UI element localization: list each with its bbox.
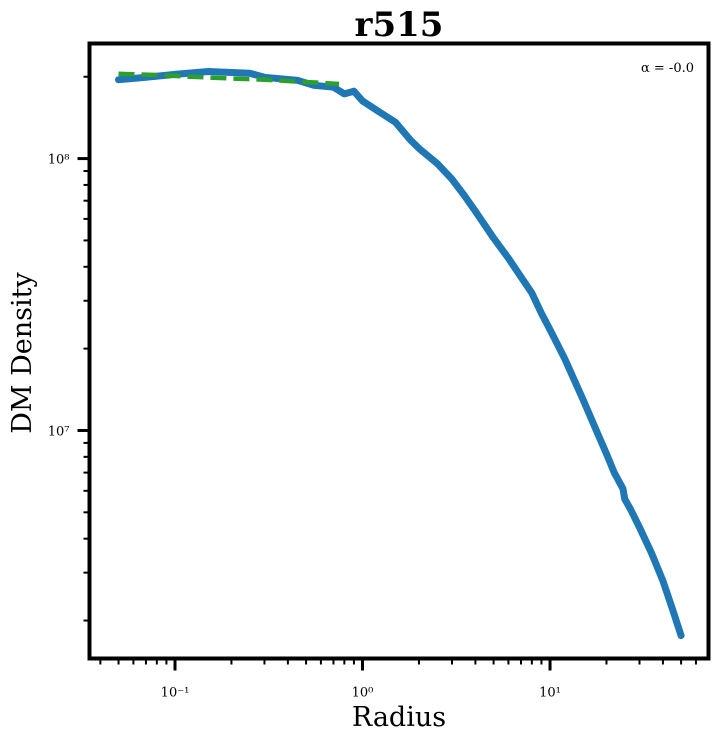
- chart-title: r515: [355, 5, 444, 45]
- data-point: [669, 606, 676, 613]
- data-point: [407, 137, 414, 143]
- data-point: [580, 396, 586, 403]
- data-point: [678, 632, 685, 639]
- data-point: [461, 192, 468, 199]
- data-point: [621, 495, 628, 502]
- data-point: [294, 77, 301, 84]
- data-point: [518, 273, 524, 280]
- data-point: [392, 119, 399, 126]
- data-point: [611, 469, 618, 476]
- series-layer: [115, 68, 685, 640]
- alpha-annotation: α = -0.0: [641, 61, 694, 76]
- data-point: [115, 76, 122, 83]
- data-point: [528, 290, 535, 297]
- data-point: [561, 356, 568, 363]
- x-tick-label: 10¹: [539, 686, 561, 701]
- density-profile-line: [115, 68, 685, 640]
- data-point: [620, 485, 626, 492]
- data-point: [434, 160, 441, 167]
- plot-frame: [87, 41, 711, 661]
- data-point: [603, 450, 610, 457]
- data-point: [636, 524, 643, 531]
- data-point: [350, 88, 357, 95]
- data-point: [374, 107, 381, 114]
- data-point: [659, 577, 666, 584]
- data-point: [416, 145, 422, 152]
- data-point: [505, 255, 512, 262]
- data-point: [472, 208, 479, 215]
- data-point: [627, 507, 634, 513]
- data-point: [547, 326, 553, 333]
- data-point: [359, 97, 366, 104]
- y-axis-label: DM Density: [7, 272, 38, 434]
- x-tick-label: 10⁰: [352, 686, 374, 701]
- y-tick-label: 10⁸: [48, 153, 70, 168]
- data-point: [490, 235, 497, 242]
- x-tick-label: 10⁻¹: [161, 686, 190, 701]
- tick-layer: 10⁻¹ 10⁰ 10¹ 10⁷ 10⁸: [48, 75, 697, 701]
- data-point: [594, 431, 601, 438]
- y-tick-label: 10⁷: [48, 424, 70, 439]
- fit-line-dashed: [118, 71, 340, 87]
- data-point: [246, 70, 253, 77]
- data-point: [649, 551, 656, 558]
- x-axis-label: Radius: [352, 702, 446, 733]
- data-point: [205, 68, 211, 75]
- data-point: [449, 176, 455, 183]
- data-point: [341, 90, 348, 97]
- data-point: [538, 310, 545, 317]
